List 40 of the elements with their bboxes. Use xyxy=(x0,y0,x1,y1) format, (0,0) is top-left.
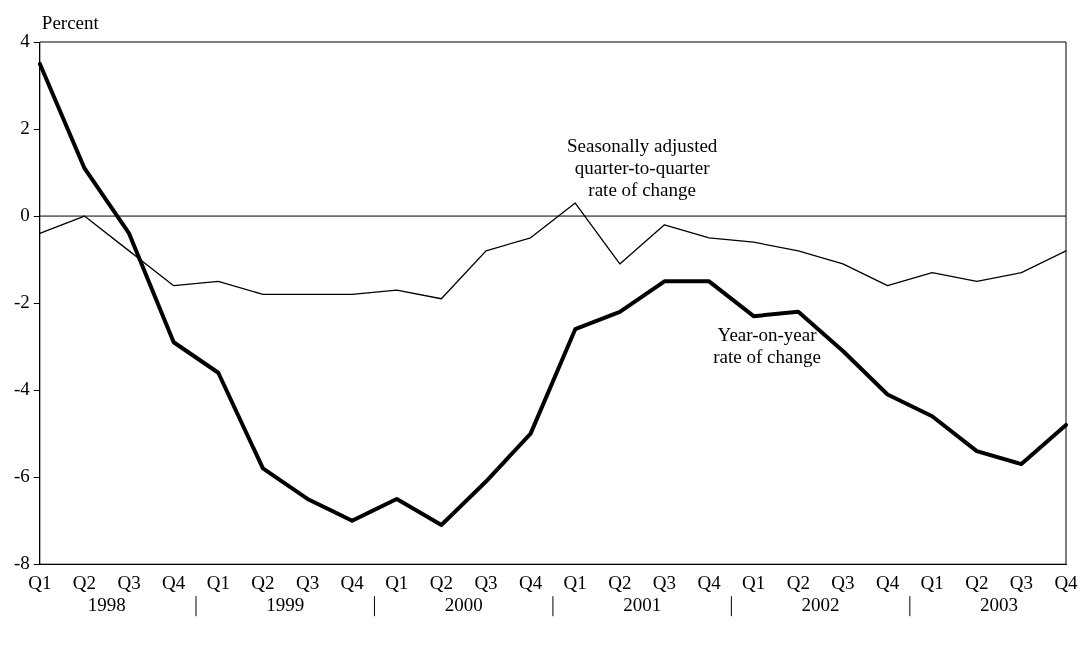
y-tick-label: 2 xyxy=(20,117,30,139)
text: 2001 xyxy=(623,593,662,615)
y-axis-title: Percent xyxy=(41,12,100,34)
y-tick-label: -8 xyxy=(14,552,30,574)
x-tick-label: Q1 xyxy=(563,571,587,593)
text: 1999 xyxy=(266,593,305,615)
x-tick-label: Q1 xyxy=(742,571,766,593)
x-tick-label: Q3 xyxy=(474,571,498,593)
x-tick-label: Q4 xyxy=(875,571,900,593)
y-tick-label: -4 xyxy=(14,378,31,400)
x-tick-label: Q4 xyxy=(162,571,186,593)
x-tick-label: Q3 xyxy=(295,571,320,593)
x-tick-label: Q1 xyxy=(28,571,52,593)
x-tick-label: Q2 xyxy=(786,571,810,593)
y-tick-label: -6 xyxy=(14,465,30,487)
x-tick-label: Q2 xyxy=(429,571,453,593)
series-label: Seasonally adjusted quarter-to-quarter rate of change xyxy=(566,135,718,201)
y-tick-label: 4 xyxy=(20,29,31,51)
text: 2003 xyxy=(980,593,1019,615)
x-tick-label: Q1 xyxy=(920,571,944,593)
x-tick-label: Q1 xyxy=(206,571,230,593)
x-tick-label: Q2 xyxy=(965,571,989,593)
text: 2000 xyxy=(444,593,483,615)
y-tick-label: -2 xyxy=(14,291,30,313)
x-tick-label: Q4 xyxy=(518,571,543,593)
x-tick-label: Q2 xyxy=(72,571,97,593)
series-label: Year-on-year rate of change xyxy=(713,323,821,367)
x-tick-label: Q3 xyxy=(831,571,855,593)
x-tick-label: Q4 xyxy=(1054,571,1079,593)
x-tick-label: Q3 xyxy=(652,571,677,593)
text: 1998 xyxy=(87,593,126,615)
x-tick-label: Q3 xyxy=(117,571,141,593)
x-tick-label: Q4 xyxy=(340,571,365,593)
y-tick-label: 0 xyxy=(20,204,30,226)
x-tick-label: Q2 xyxy=(251,571,275,593)
x-tick-label: Q3 xyxy=(1009,571,1033,593)
x-tick-label: Q4 xyxy=(697,571,722,593)
text: 2002 xyxy=(801,593,840,615)
x-tick-label: Q1 xyxy=(385,571,409,593)
x-tick-label: Q2 xyxy=(608,571,632,593)
